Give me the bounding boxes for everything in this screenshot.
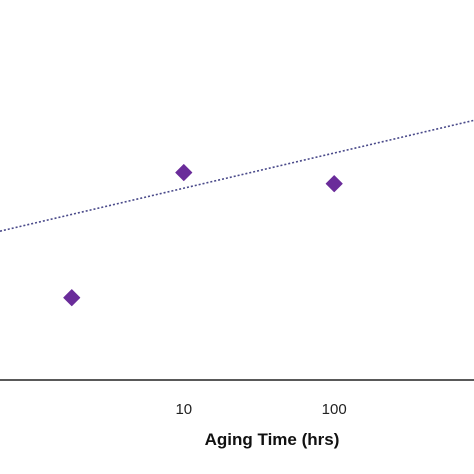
plot-area bbox=[0, 119, 474, 307]
x-tick-label-10: 10 bbox=[175, 401, 192, 418]
x-axis-title: Aging Time (hrs) bbox=[205, 430, 340, 449]
x-tick-label-100: 100 bbox=[322, 401, 347, 418]
data-point-3 bbox=[325, 175, 343, 193]
x-tick-labels: 10 100 bbox=[175, 401, 346, 418]
data-point-1 bbox=[63, 289, 81, 307]
data-point-2 bbox=[175, 164, 193, 182]
trendline bbox=[0, 119, 474, 232]
